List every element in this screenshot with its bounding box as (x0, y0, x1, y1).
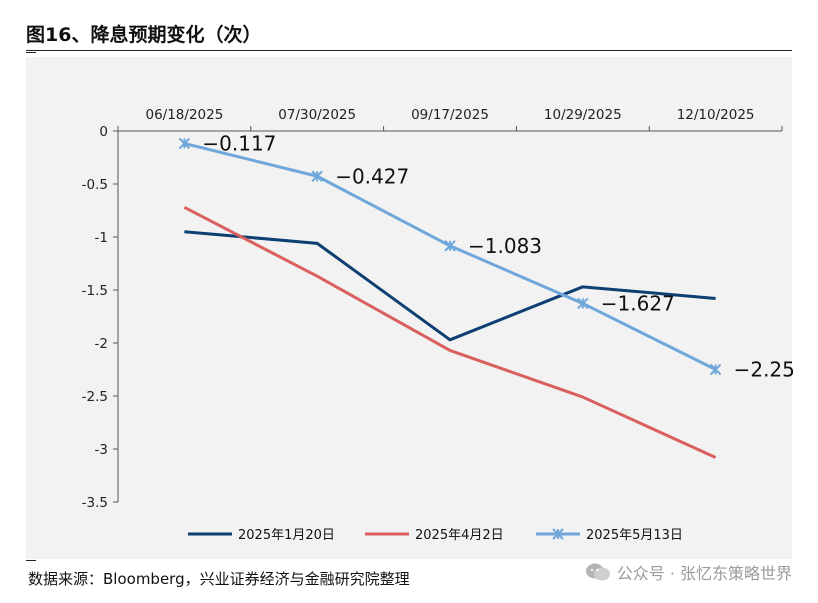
legend-label-1: 2025年1月20日 (238, 528, 335, 543)
legend-label-2: 2025年4月2日 (415, 528, 504, 543)
series-line-1 (184, 230, 716, 342)
y-tick-label: -1 (95, 230, 108, 246)
title-divider-mark (26, 52, 36, 53)
source-divider-mark (26, 560, 36, 561)
data-label: −1.083 (468, 234, 542, 258)
watermark-text: 公众号 · 张忆东策略世界 (616, 564, 792, 583)
series-line-2 (183, 205, 717, 459)
x-tick-label: 07/30/2025 (278, 107, 356, 123)
data-label: −2.25 (734, 358, 795, 382)
y-tick-label: -0.5 (82, 177, 108, 193)
y-tick-label: -1.5 (82, 283, 108, 299)
page-title: 图16、降息预期变化（次） (26, 24, 262, 46)
data-point-marker (311, 170, 323, 182)
x-tick-label: 10/29/2025 (544, 107, 622, 123)
title-bar: 图16、降息预期变化（次） (26, 18, 792, 51)
legend-marker (552, 528, 564, 540)
data-label: −0.427 (335, 164, 409, 188)
data-point-marker (178, 137, 191, 150)
wechat-icon (585, 563, 610, 581)
x-tick-label: 12/10/2025 (677, 107, 755, 123)
series-line-3 (184, 141, 717, 371)
data-point-marker (444, 240, 456, 252)
data-point-marker (577, 297, 589, 310)
data-label: −0.117 (202, 131, 276, 155)
y-tick-label: -3 (95, 442, 108, 458)
x-tick-label: 06/18/2025 (145, 107, 223, 123)
data-point-marker (709, 363, 722, 376)
watermark: 公众号 · 张忆东策略世界 (585, 560, 792, 584)
source-note: 数据来源：Bloomberg，兴业证券经济与金融研究院整理 (28, 570, 410, 588)
y-tick-label: 0 (99, 124, 108, 140)
chart-background (26, 57, 792, 559)
y-tick-label: -2.5 (82, 389, 108, 405)
y-tick-label: -3.5 (82, 495, 108, 511)
x-tick-label: 09/17/2025 (411, 107, 489, 123)
data-label: −1.627 (601, 291, 675, 315)
y-tick-label: -2 (95, 336, 108, 352)
legend-label-3: 2025年5月13日 (586, 528, 683, 543)
